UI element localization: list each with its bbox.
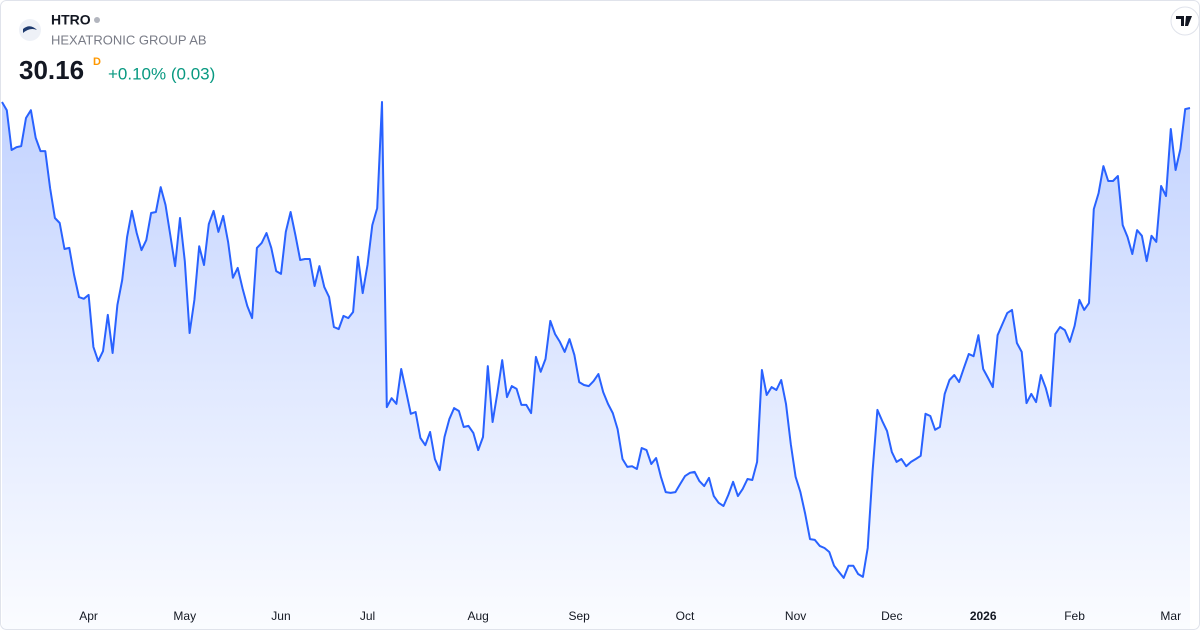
price: 30.16 <box>19 55 84 85</box>
x-tick-label: Nov <box>785 609 806 623</box>
price-change: +0.10% (0.03) <box>108 64 215 83</box>
area-fill <box>2 102 1190 629</box>
x-tick-label: Sep <box>568 609 590 623</box>
logo <box>19 19 41 41</box>
x-tick-label: Dec <box>881 609 902 623</box>
x-tick-label: Oct <box>676 609 695 623</box>
x-tick-label: Feb <box>1064 609 1085 623</box>
x-tick-label: May <box>173 609 196 623</box>
x-tick-label: Mar <box>1160 609 1181 623</box>
x-tick-label: Jul <box>360 609 375 623</box>
tv-logo <box>1170 6 1200 36</box>
company-name: HEXATRONIC GROUP AB <box>51 32 207 47</box>
price-line <box>1 101 1191 579</box>
interval: D <box>93 56 101 68</box>
x-tick-label: Apr <box>79 609 98 623</box>
status-dot <box>94 17 100 23</box>
plot-area <box>1 101 1191 629</box>
x-tick-label: Aug <box>467 609 488 623</box>
x-tick-label: Jun <box>271 609 290 623</box>
x-tick-label: 2026 <box>970 609 997 623</box>
symbol: HTRO <box>51 12 91 28</box>
logo-mark <box>23 26 37 33</box>
